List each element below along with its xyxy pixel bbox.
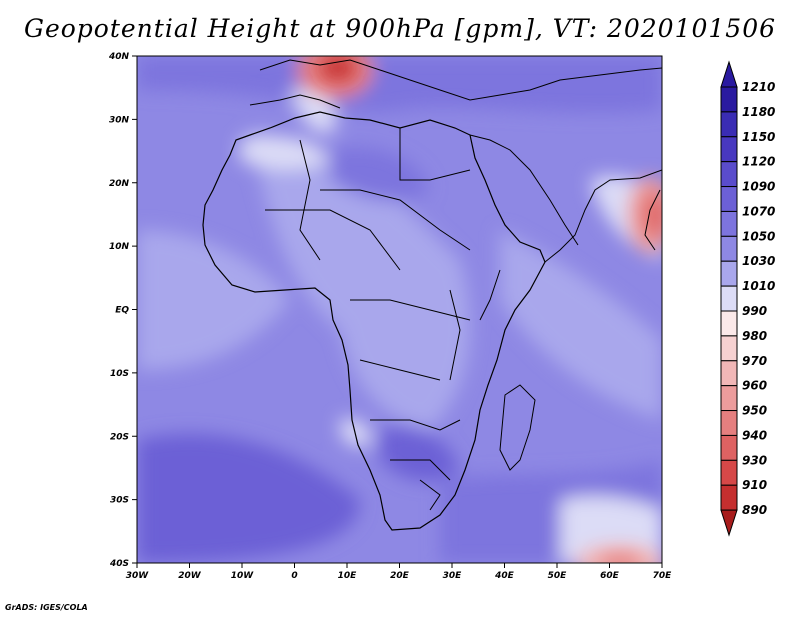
colorbar-segment (720, 335, 738, 362)
colorbar-segment (720, 385, 738, 412)
colorbar-segment (720, 459, 738, 486)
colorbar-label: 1050 (742, 229, 775, 243)
lat-tick-label: 20S (110, 432, 129, 442)
colorbar-label: 1030 (742, 254, 775, 268)
lat-tick-label: 10N (109, 242, 130, 252)
colorbar-segment (720, 434, 738, 461)
colorbar-segment (720, 360, 738, 387)
colorbar-label: 950 (742, 404, 767, 418)
colorbar-label: 930 (742, 453, 767, 467)
lat-tick-label: 20N (109, 179, 130, 189)
colorbar-segment (720, 186, 738, 212)
map-title: Geopotential Height at 900hPa [gpm], VT:… (23, 14, 777, 43)
colorbar-segment (720, 235, 738, 262)
colorbar-segment (720, 210, 738, 237)
lon-tick-label: 30W (126, 571, 150, 581)
colorbar-label: 980 (742, 329, 767, 343)
colorbar-label: 1120 (742, 155, 775, 169)
colorbar-top-arrow (720, 60, 738, 88)
lon-tick-label: 30E (443, 571, 463, 581)
colorbar-segment (720, 285, 738, 312)
colorbar-segment (720, 410, 738, 436)
colorbar-label: 1010 (742, 279, 775, 293)
lon-tick-label: 10W (231, 571, 255, 581)
longitude-axis: 30W 20W 10W 0 10E 20E 30E 40E 50E 60E 70E (126, 563, 672, 581)
lon-tick-label: 50E (548, 571, 568, 581)
colorbar-bottom-arrow (720, 509, 738, 537)
colorbar-label: 1090 (742, 180, 775, 194)
lon-tick-label: 40E (494, 571, 515, 581)
colorbar-label: 1070 (742, 204, 775, 218)
colorbar-segment (720, 136, 738, 163)
colorbar-label: 1180 (742, 105, 775, 119)
colorbar-segment (720, 86, 738, 113)
latitude-axis: 40N 30N 20N 10N EQ 10S 20S 30S 40S (108, 52, 137, 569)
credit-text: GrADS: IGES/COLA (5, 603, 88, 612)
colorbar-label: 910 (742, 478, 767, 492)
lat-tick-label: 40S (109, 559, 129, 569)
colorbar-segment (720, 484, 738, 511)
lon-tick-label: 10E (338, 571, 358, 581)
colorbar-label: 940 (742, 428, 767, 442)
colorbar-segment (720, 260, 738, 287)
lon-tick-label: 0 (291, 571, 297, 581)
colorbar-label: 990 (742, 304, 767, 318)
colorbar-segment (720, 310, 738, 337)
lat-tick-label: 30N (109, 115, 130, 125)
lon-tick-label: 70E (653, 571, 673, 581)
coastlines (202, 59, 662, 531)
lat-tick-label: 30S (110, 496, 129, 506)
colorbar-label: 1210 (742, 80, 775, 94)
colorbar-segment (720, 111, 738, 138)
colorbar-segment (720, 161, 738, 188)
colorbar-label: 1150 (742, 130, 775, 144)
lon-tick-label: 60E (600, 571, 620, 581)
height-field (137, 56, 662, 563)
lat-tick-label: EQ (115, 306, 129, 316)
lon-tick-label: 20E (390, 571, 410, 581)
lon-tick-label: 20W (178, 571, 202, 581)
lat-tick-label: 10S (110, 369, 129, 379)
colorbar-label: 890 (742, 503, 767, 517)
colorbar: 1210 1180 1150 1120 1090 1070 1050 1030 1010 990 9… (720, 60, 775, 537)
lat-tick-label: 40N (108, 52, 130, 62)
colorbar-label: 960 (742, 379, 767, 393)
colorbar-label: 970 (742, 354, 767, 368)
